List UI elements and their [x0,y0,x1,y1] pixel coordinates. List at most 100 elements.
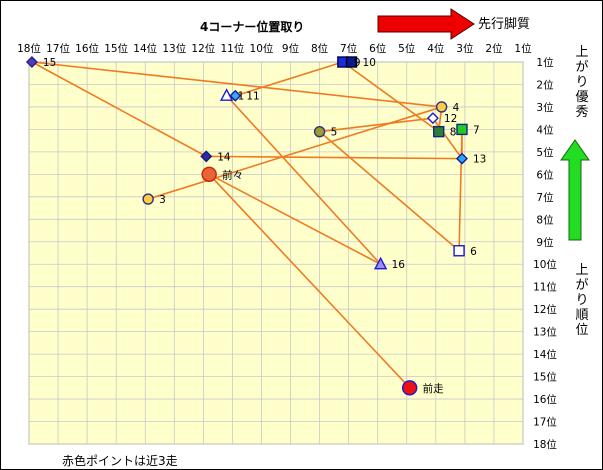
y-tick-label: 14位 [533,348,557,361]
point-label: 16 [392,259,406,271]
connector-line [458,129,463,251]
connector-line [319,131,460,252]
x-tick-label: 14位 [133,42,157,55]
vertical-char: 上 [575,263,588,278]
point-label: 10 [363,57,376,69]
point-label: 4 [453,102,460,114]
x-tick-label: 16位 [75,42,99,55]
point-8 [433,125,445,138]
y-tick-label: 7位 [536,191,554,204]
connector-line [147,106,442,200]
x-tick-label: 4位 [427,42,445,55]
point-label: 8 [450,127,457,139]
point-label: 前々 [222,168,243,181]
point-label: 7 [473,124,480,136]
vertical-char: が [575,60,588,75]
point-14 [200,150,213,163]
x-tick-label: 9位 [282,42,300,55]
y-tick-label: 18位 [533,438,557,451]
x-tick-label: 6位 [369,42,387,55]
point-label: 13 [473,154,486,166]
point-7 [456,123,468,136]
x-tick-label: 1位 [514,42,532,55]
y-tick-labels: 1位 2位 3位 4位 5位 6位 7位 8位 9位 10位 11位 12位 13位 14位 15位 16位 1… [533,56,557,451]
point-10 [345,56,358,68]
connector-line [432,117,463,160]
point-12 [426,112,439,125]
point-label: 5 [331,127,338,139]
point-前々 [201,166,217,183]
vertical-char: 秀 [575,105,588,120]
point-13 [455,152,468,165]
point-前走 [401,380,418,396]
vertical-char: が [575,278,588,293]
chart-title: 4コーナー位置取り [200,19,304,34]
point-3 [142,193,154,205]
x-tick-label: 5位 [398,42,416,55]
connection-lines [31,61,463,389]
point-6 [453,245,465,257]
connector-line [319,117,434,133]
connector-line [208,173,411,389]
point-label: 9 [354,57,361,69]
y-tick-label: 16位 [533,393,557,406]
y-tick-label: 11位 [533,281,557,294]
y-tick-label: 4位 [536,123,554,136]
x-tick-label: 12位 [191,42,215,55]
y-tick-label: 13位 [533,326,557,339]
point-label: 前走 [423,382,444,395]
point-15 [25,56,38,68]
x-tick-label: 11位 [220,42,244,55]
y-tick-label: 6位 [536,168,554,181]
y-tick-label: 9位 [536,236,554,249]
connector-line [208,173,381,265]
point-label: 3 [159,194,166,206]
point-label: 12 [444,113,457,125]
point-label: 1 [238,91,245,103]
x-direction-label: 先行脚質 [478,16,530,32]
y-tick-label: 17位 [533,416,557,429]
y-tick-label: 12位 [533,303,557,316]
x-tick-label: 3位 [456,42,474,55]
vertical-char: 優 [575,90,588,105]
connector-line [206,155,462,160]
x-tick-label: 7位 [340,42,358,55]
y-tick-label: 2位 [536,78,554,91]
point-1 [219,88,234,101]
x-tick-label: 17位 [46,42,70,55]
point-label: 6 [470,246,477,258]
vertical-char: 上 [575,45,588,60]
data-points [25,56,468,396]
point-5 [313,125,326,138]
x-tick-label: 8位 [311,42,329,55]
point-11 [229,89,242,102]
point-label: 15 [43,57,56,69]
connector-line [342,61,440,133]
connector-line [235,61,344,97]
footnote: 赤色ポイントは近3走 [62,454,178,468]
x-tick-labels: 18位 17位 16位 15位 14位 13位 12位 11位 10位 9位 8位 7位 6位 5位 4位 3… [17,42,532,55]
y-tick-label: 1位 [536,56,554,69]
y-tick-label: 5位 [536,146,554,159]
vertical-char: 順 [575,308,588,323]
x-tick-label: 13位 [162,42,186,55]
connector-line [31,61,207,158]
x-tick-label: 10位 [250,42,274,55]
connector-line [226,95,382,265]
x-tick-label: 2位 [485,42,503,55]
y-tick-label: 3位 [536,101,554,114]
x-tick-label: 18位 [17,42,41,55]
y-tick-label: 15位 [533,371,557,384]
point-label: 14 [217,151,231,163]
vertical-char: り [575,293,588,308]
connector-line [31,61,442,108]
green-arrow-icon [560,139,590,241]
vertical-char: り [575,75,588,90]
red-arrow-icon [377,8,475,40]
point-4 [435,101,448,113]
point-label: 11 [246,91,259,103]
